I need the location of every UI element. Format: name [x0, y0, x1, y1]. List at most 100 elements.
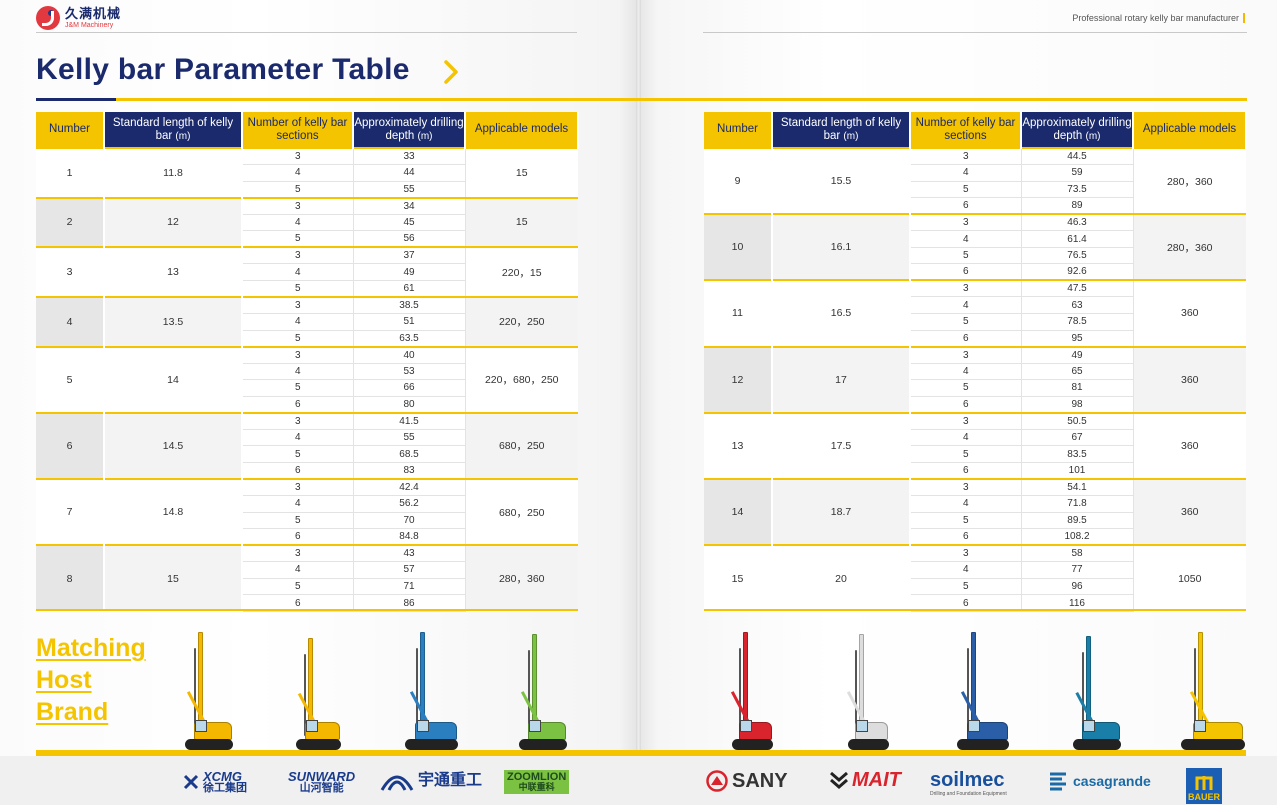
cell-models: 220，680，250 [465, 345, 578, 413]
cell-depth: 56 [352, 230, 466, 248]
cell-sections: 6 [241, 396, 353, 414]
cell-sections: 4 [241, 313, 353, 331]
table-row: 6 98 [704, 396, 1246, 414]
tagline-accent [1243, 13, 1245, 23]
yutong-logo-icon [380, 775, 414, 791]
cell-sections: 4 [241, 561, 353, 579]
brand-sany: SANY [706, 770, 788, 792]
sany-text: SANY [732, 770, 788, 792]
table-row: 5 55 [36, 181, 578, 199]
brand-yutong: 宇通重工 [380, 770, 482, 792]
cell-depth: 44.5 [1020, 147, 1134, 166]
cell-depth: 57 [352, 561, 466, 579]
zoomlion-cn: 中联重科 [518, 782, 555, 792]
zoomlion-en: ZOOMLION [507, 771, 567, 783]
cell-models: 280，360 [1133, 213, 1246, 281]
cell-sections: 4 [909, 429, 1021, 447]
table-left-bottom-rule [36, 609, 578, 611]
cell-sections: 6 [909, 197, 1021, 215]
cell-depth: 40 [352, 345, 466, 364]
cell-length: 11.8 [104, 147, 243, 198]
cell-number: 3 [36, 246, 105, 297]
cell-number: 13 [704, 411, 773, 479]
table-row: 5 61 [36, 280, 578, 298]
cell-number: 14 [704, 477, 773, 546]
table-right-bottom-rule [704, 609, 1246, 611]
table-row: 4 65 [704, 363, 1246, 381]
brand-sunward: SUNWARD 山河智能 [288, 770, 355, 794]
cell-sections: 3 [241, 345, 353, 364]
brand-casagrande: casagrande [1047, 770, 1151, 792]
table-row: 1 11.8 3 33 15 [36, 147, 578, 198]
cell-sections: 5 [909, 578, 1021, 596]
table-row: 6 80 [36, 396, 578, 414]
cell-sections: 5 [909, 379, 1021, 397]
table-row: 4 59 [704, 164, 1246, 182]
soilmec-text: soilmec [930, 769, 1005, 791]
cell-depth: 34 [352, 196, 466, 215]
table-row: 5 71 [36, 578, 578, 596]
cell-depth: 89 [1020, 197, 1134, 215]
cell-sections: 3 [909, 411, 1021, 430]
cell-depth: 96 [1020, 578, 1134, 596]
title-rule [116, 98, 1247, 101]
cell-depth: 108.2 [1020, 528, 1134, 546]
cell-number: 8 [36, 544, 105, 612]
cell-depth: 43 [352, 544, 466, 563]
cell-depth: 71.8 [1020, 495, 1134, 513]
cell-models: 280，360 [465, 544, 578, 612]
cell-depth: 38.5 [352, 295, 466, 314]
col-header-sections: Number of kelly bar sections [910, 112, 1022, 148]
cell-number: 5 [36, 345, 105, 413]
cell-depth: 73.5 [1020, 181, 1134, 199]
cell-depth: 68.5 [352, 445, 466, 463]
cell-length: 15.5 [772, 146, 911, 215]
table-row: 4 44 [36, 164, 578, 182]
table-row: 6 83 [36, 462, 578, 480]
table-row: 11 16.5 3 47.5 360 [704, 279, 1246, 347]
mait-logo-icon [830, 771, 848, 789]
cell-length: 17.5 [772, 411, 911, 479]
cell-depth: 70 [352, 512, 466, 530]
cell-depth: 54.1 [1020, 477, 1134, 496]
cell-models: 15 [465, 196, 578, 248]
cell-number: 4 [36, 295, 105, 347]
table-row: 5 81 [704, 379, 1246, 397]
cell-depth: 95 [1020, 330, 1134, 348]
sunward-rig [290, 638, 342, 750]
chevron-right-icon [444, 60, 458, 84]
sunward-cn: 山河智能 [299, 782, 344, 794]
cell-depth: 46.3 [1020, 213, 1134, 232]
table-row: 15 20 3 58 1050 [704, 544, 1246, 612]
cell-sections: 3 [909, 279, 1021, 298]
cell-depth: 37 [352, 246, 466, 265]
cell-sections: 3 [241, 477, 353, 496]
cell-sections: 3 [909, 477, 1021, 496]
cell-length: 20 [772, 544, 911, 612]
cell-depth: 76.5 [1020, 247, 1134, 265]
cell-models: 15 [465, 147, 578, 198]
cell-depth: 55 [352, 429, 466, 447]
table-row: 10 16.1 3 46.3 280，360 [704, 213, 1246, 281]
table-row: 9 15.5 3 44.5 280，360 [704, 146, 1246, 215]
xcmg-cn: 徐工集团 [203, 782, 247, 794]
table-row: 4 13.5 3 38.5 220，250 [36, 295, 578, 347]
cell-number: 9 [704, 146, 773, 215]
cell-sections: 5 [241, 280, 353, 298]
logo-mark-icon [36, 6, 60, 30]
cell-number: 12 [704, 345, 773, 413]
brand-bauer: BAUER [1186, 768, 1222, 805]
col-header-depth: Approximately drilling depth (m) [353, 112, 466, 148]
cell-sections: 5 [241, 330, 353, 348]
cell-depth: 63 [1020, 296, 1134, 314]
cell-sections: 6 [241, 594, 353, 612]
cell-sections: 4 [909, 495, 1021, 513]
cell-length: 14.8 [104, 477, 243, 546]
cell-sections: 6 [909, 528, 1021, 546]
cell-sections: 5 [241, 181, 353, 199]
mhb-line-3: Brand [36, 698, 109, 726]
cell-depth: 101 [1020, 462, 1134, 480]
cell-depth: 83.5 [1020, 445, 1134, 463]
cell-sections: 6 [241, 528, 353, 546]
cell-depth: 49 [1020, 345, 1134, 364]
